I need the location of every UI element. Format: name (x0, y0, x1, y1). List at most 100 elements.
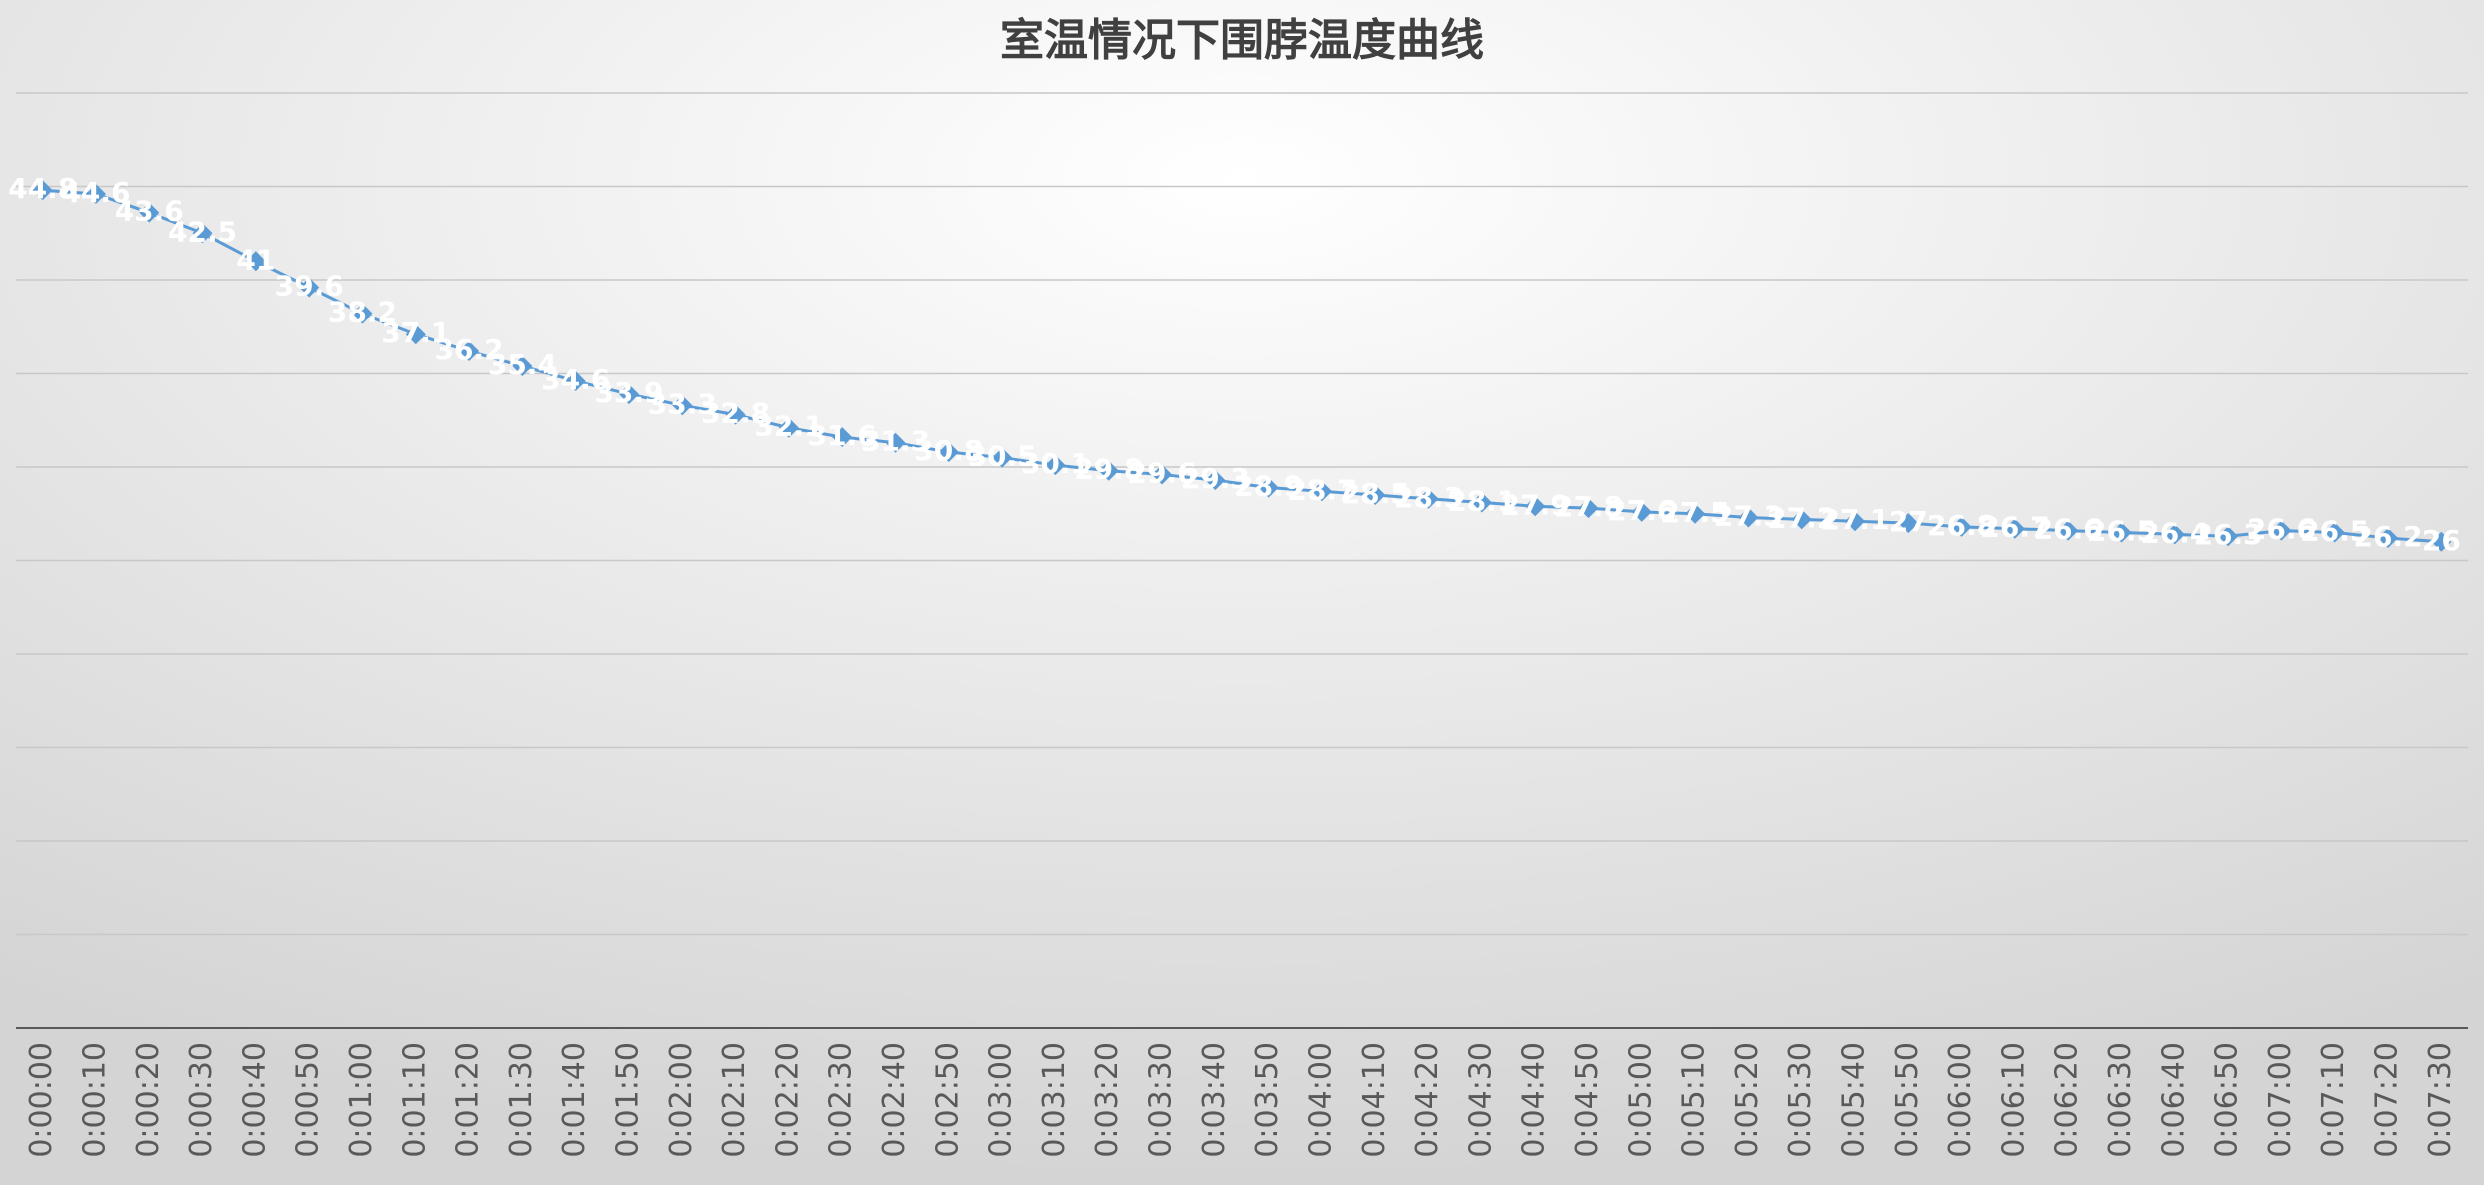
marker (192, 223, 213, 244)
data-label: 26.7 (1980, 511, 2049, 544)
data-label: 27.5 (1661, 496, 1730, 529)
x-tick-label: 0:03:50 (1250, 1042, 1285, 1158)
data-label: 26.6 (2034, 513, 2103, 546)
data-label: 34.6 (541, 363, 610, 396)
marker (1311, 481, 1332, 502)
data-label: 39.6 (275, 269, 344, 302)
x-tick-label: 0:06:50 (2210, 1042, 2245, 1158)
marker (672, 395, 693, 416)
x-tick-label: 0:05:50 (1890, 1042, 1925, 1158)
marker (1631, 501, 1652, 522)
data-label: 29.8 (1074, 453, 1143, 486)
marker (2111, 522, 2132, 543)
data-label: 33.3 (648, 387, 717, 420)
marker (512, 356, 533, 377)
x-tick-label: 0:00:40 (237, 1042, 272, 1158)
data-label: 28.7 (1287, 473, 1356, 506)
x-tick-label: 0:07:20 (2370, 1042, 2405, 1158)
marker (299, 277, 320, 298)
data-label: 30.5 (968, 440, 1037, 473)
data-label: 32.8 (701, 397, 770, 430)
x-tick-label: 0:02:10 (717, 1042, 752, 1158)
data-label: 37.1 (381, 316, 450, 349)
data-label: 28.3 (1394, 481, 1463, 514)
x-tick-label: 0:07:30 (2423, 1042, 2458, 1158)
x-tick-label: 0:00:50 (291, 1042, 326, 1158)
data-label: 28.9 (1234, 470, 1303, 503)
marker (405, 324, 426, 345)
x-tick-label: 0:05:00 (1623, 1042, 1658, 1158)
data-label: 27.8 (1554, 490, 1623, 523)
x-tick-label: 0:05:40 (1837, 1042, 1872, 1158)
data-label: 27.6 (1607, 494, 1676, 527)
marker (1098, 460, 1119, 481)
line (42, 188, 2442, 544)
data-label: 31.3 (861, 425, 930, 458)
data-label: 26 (2422, 524, 2461, 557)
x-tick-label: 0:03:10 (1037, 1042, 1072, 1158)
marker (352, 303, 373, 324)
data-label: 27 (1889, 505, 1928, 538)
x-tick-label: 0:03:40 (1197, 1042, 1232, 1158)
x-tick-label: 0:05:20 (1730, 1042, 1765, 1158)
marker (832, 427, 853, 448)
data-label: 29.6 (1127, 456, 1196, 489)
marker (1418, 488, 1439, 509)
data-label: 28.1 (1447, 485, 1516, 518)
data-label: 43.6 (115, 195, 184, 228)
x-tick-label: 0:02:00 (664, 1042, 699, 1158)
marker (2431, 531, 2452, 552)
marker (1471, 492, 1492, 513)
marker (1738, 507, 1759, 528)
marker (1205, 470, 1226, 491)
data-label: 44.8 (8, 172, 77, 205)
x-tick-label: 0:06:20 (2050, 1042, 2085, 1158)
data-label: 33.9 (594, 376, 663, 409)
marker (1685, 503, 1706, 524)
data-label: 44.6 (61, 176, 130, 209)
marker (1845, 511, 1865, 532)
marker (992, 447, 1013, 468)
marker (565, 370, 586, 391)
data-label: 32.1 (754, 410, 823, 443)
x-tick-label: 0:04:10 (1357, 1042, 1392, 1158)
marker (1258, 477, 1279, 498)
data-label: 26.5 (2087, 514, 2156, 547)
marker (85, 183, 106, 204)
x-tick-label: 0:06:00 (1943, 1042, 1978, 1158)
data-label: 28.5 (1341, 477, 1410, 510)
data-label: 30.1 (1021, 447, 1090, 480)
data-label: 35.4 (488, 348, 557, 381)
marker (2164, 524, 2185, 545)
x-tick-label: 0:04:00 (1303, 1042, 1338, 1158)
marker (1045, 455, 1066, 476)
marker (459, 341, 480, 362)
marker (245, 251, 266, 272)
x-tick-label: 0:07:00 (2263, 1042, 2298, 1158)
marker (778, 417, 799, 438)
marker (1791, 509, 1812, 530)
x-tick-label: 0:07:10 (2316, 1042, 2351, 1158)
data-label: 26.2 (2353, 520, 2422, 553)
data-label: 26.4 (2140, 516, 2209, 549)
data-label: 30.8 (914, 434, 983, 467)
x-tick-label: 0:04:50 (1570, 1042, 1605, 1158)
marker (1152, 464, 1173, 485)
x-tick-label: 0:00:20 (131, 1042, 166, 1158)
x-tick-label: 0:01:20 (451, 1042, 486, 1158)
marker (1951, 516, 1972, 537)
data-label: 27.3 (1714, 499, 1783, 532)
marker (2324, 522, 2345, 543)
x-tick-label: 0:05:30 (1783, 1042, 1818, 1158)
x-tick-label: 0:04:20 (1410, 1042, 1445, 1158)
data-label: 26.5 (2300, 514, 2369, 547)
x-tick-label: 0:00:30 (184, 1042, 219, 1158)
x-tick-label: 0:03:20 (1090, 1042, 1125, 1158)
marker (139, 202, 160, 223)
x-tick-label: 0:01:10 (397, 1042, 432, 1158)
chart-title: 室温情况下围脖温度曲线 (1000, 15, 1484, 66)
data-label: 27.9 (1501, 488, 1570, 521)
